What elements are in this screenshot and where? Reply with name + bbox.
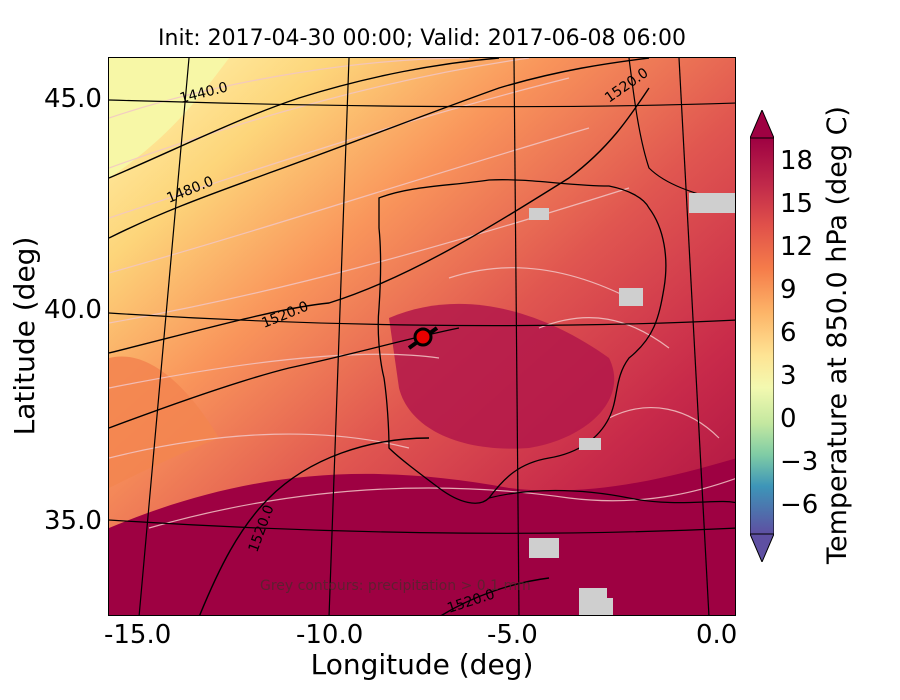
iberia-interior bbox=[389, 303, 615, 449]
map-title: Init: 2017-04-30 00:00; Valid: 2017-06-0… bbox=[158, 26, 686, 51]
precipitation-note: Grey contours: precipitation > 0.1 mm bbox=[260, 578, 531, 594]
y-tick: 45.0 bbox=[44, 84, 102, 114]
temperature-map: 1440.0 1480.0 1520.0 1520.0 1520.0 1520.… bbox=[109, 58, 735, 615]
colorbar-tick: −3 bbox=[780, 447, 819, 477]
x-tick: -5.0 bbox=[487, 620, 538, 650]
southern-hot-region bbox=[109, 458, 735, 615]
colorbar-tick: 18 bbox=[780, 146, 814, 176]
colorbar-label: Temperature at 850.0 hPa (deg C) bbox=[822, 106, 853, 564]
station-marker bbox=[407, 326, 439, 350]
precipitation-areas bbox=[529, 193, 735, 615]
y-axis-label: Latitude (deg) bbox=[8, 236, 41, 436]
colorbar-tick: 15 bbox=[780, 189, 814, 219]
iberia-coastline bbox=[377, 179, 667, 504]
x-axis-label: Longitude (deg) bbox=[310, 648, 534, 681]
x-tick: -10.0 bbox=[296, 620, 364, 650]
y-tick: 35.0 bbox=[44, 506, 102, 536]
africa-coastline bbox=[488, 489, 735, 504]
temperature-contours bbox=[109, 58, 735, 529]
map-plot-area: 1440.0 1480.0 1520.0 1520.0 1520.0 1520.… bbox=[108, 57, 736, 616]
colorbar bbox=[749, 108, 775, 564]
colorbar-tick: 9 bbox=[780, 275, 797, 305]
colorbar-tick: −6 bbox=[780, 490, 819, 520]
x-tick: -15.0 bbox=[104, 620, 172, 650]
colorbar-tick: 0 bbox=[780, 404, 797, 434]
colorbar-tick: 12 bbox=[780, 232, 814, 262]
colorbar-tick: 3 bbox=[780, 361, 797, 391]
x-tick: 0.0 bbox=[696, 620, 738, 650]
cold-region bbox=[109, 58, 229, 178]
colorbar-tick: 6 bbox=[780, 318, 797, 348]
atlantic-warm-tongue bbox=[109, 356, 219, 488]
y-tick: 40.0 bbox=[44, 295, 102, 325]
geopotential-contours bbox=[109, 58, 650, 615]
graticule bbox=[109, 58, 735, 615]
